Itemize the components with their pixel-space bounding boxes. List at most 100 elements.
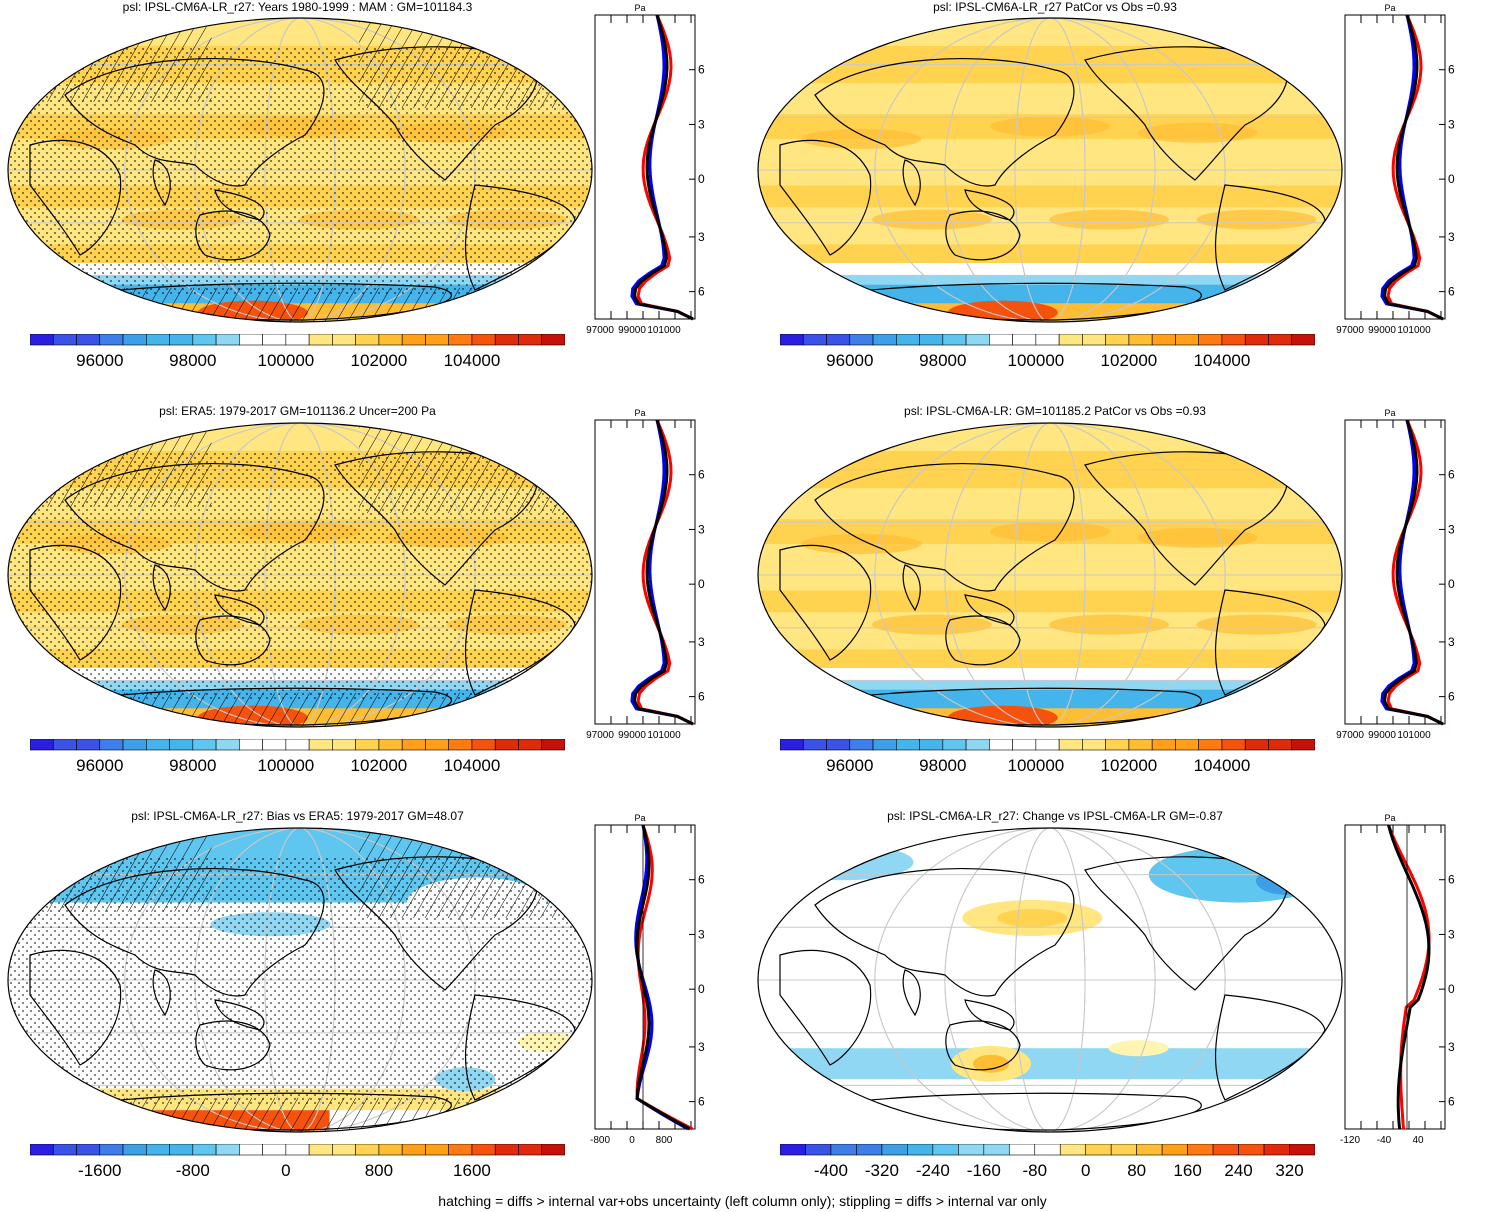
- colorbar-box: [215, 739, 240, 751]
- profile-unit-label: Pa: [634, 408, 645, 418]
- colorbar-box: [1058, 334, 1083, 346]
- profile-lat-label: 30S: [698, 635, 705, 649]
- profile-x-label: 99000: [1368, 325, 1396, 336]
- hatching: [8, 18, 212, 102]
- profile-lat-label: 60S: [698, 690, 705, 704]
- profile-lat-label: 60N: [698, 468, 705, 482]
- pressure-high: [801, 129, 922, 149]
- colorbar-tick-label: 0: [1081, 1161, 1090, 1180]
- colorbar-box: [1105, 334, 1130, 346]
- colorbar-box: [856, 1144, 883, 1156]
- profile-curve-reference: [635, 824, 691, 1131]
- profile-lat-label: 60N: [1448, 873, 1455, 887]
- profile-frame: [594, 824, 696, 1130]
- colorbar-box: [1012, 334, 1037, 346]
- colorbar-box: [494, 739, 519, 751]
- map-title-6: psl: IPSL-CM6A-LR_r27: Change vs IPSL-CM…: [887, 809, 1223, 823]
- change-positive: [997, 909, 1068, 927]
- pressure-high: [872, 614, 992, 635]
- pressure-high: [1196, 209, 1317, 230]
- pressure-high: [1049, 614, 1169, 635]
- profile-curve-reference: [632, 14, 694, 321]
- meridian-line: [874, 828, 1226, 1132]
- profile-lat-label: 0: [698, 577, 705, 591]
- colorbar-box: [146, 739, 170, 751]
- colorbar-tick-label: 104000: [444, 351, 501, 370]
- colorbar-tick-label: 100000: [1008, 756, 1065, 775]
- colorbar-tick-label: 104000: [1194, 756, 1251, 775]
- colorbar-tick-label: 1600: [453, 1161, 491, 1180]
- footer-note: hatching = diffs > internal var+obs unce…: [438, 1193, 1047, 1209]
- profile-x-label: 40: [1412, 1135, 1424, 1146]
- field-band: [758, 668, 1342, 682]
- colorbar-box: [355, 739, 380, 751]
- colorbar-box: [1175, 334, 1199, 346]
- colorbar-box: [332, 739, 356, 751]
- colorbar-box: [122, 739, 147, 751]
- colorbar-tick-label: 240: [1224, 1161, 1252, 1180]
- meridian-line: [944, 18, 1156, 322]
- profile-curve-model: [1386, 419, 1444, 726]
- colorbar-box: [76, 1144, 101, 1156]
- meridian-line: [1014, 423, 1086, 727]
- map-outline: [7, 827, 593, 1133]
- colorbar-box: [332, 1144, 356, 1156]
- coastline: [945, 210, 1021, 261]
- colorbar-box: [989, 739, 1013, 751]
- colorbar-box: [907, 1144, 934, 1156]
- colorbar-tick-label: 98000: [919, 756, 966, 775]
- profile-curve-obs: [1380, 14, 1444, 321]
- map-field: [8, 423, 592, 727]
- colorbar-box: [494, 1144, 519, 1156]
- colorbar-box: [919, 739, 944, 751]
- profile-curve-model: [636, 419, 694, 726]
- colorbar-box: [942, 334, 967, 346]
- pressure-high: [801, 534, 922, 554]
- pressure-high: [1137, 527, 1258, 548]
- profile-x-label: -40: [1377, 1135, 1392, 1146]
- pressure-high: [1137, 122, 1258, 143]
- profile-x-label: 97000: [1336, 325, 1364, 336]
- map-outline: [757, 827, 1343, 1133]
- colorbar-box: [52, 1144, 77, 1156]
- map-outline: [7, 422, 593, 728]
- colorbar-box: [401, 1144, 426, 1156]
- colorbar-box: [99, 1144, 124, 1156]
- profile-lat-label: 0: [1448, 577, 1455, 591]
- colorbar-box: [169, 739, 194, 751]
- hatching: [359, 828, 592, 918]
- colorbar-box: [215, 334, 240, 346]
- colorbar-box: [448, 334, 473, 346]
- map-outline: [7, 17, 593, 323]
- colorbar-box: [780, 1144, 806, 1156]
- colorbar-box: [826, 334, 851, 346]
- map-panel-5: [7, 827, 593, 1133]
- hatching: [64, 287, 477, 322]
- profile-x-label: 99000: [1368, 730, 1396, 741]
- colorbar-tick-label: -160: [967, 1161, 1001, 1180]
- colorbar-tick-label: -800: [176, 1161, 210, 1180]
- profile-curve-model: [1387, 824, 1431, 1130]
- profile-unit-label: Pa: [1384, 408, 1395, 418]
- colorbar-box: [830, 1144, 857, 1156]
- colorbar-box: [448, 739, 473, 751]
- colorbar-box: [896, 739, 920, 751]
- colorbar-box: [99, 739, 124, 751]
- colorbar-box: [518, 334, 543, 346]
- colorbar-box: [1082, 739, 1106, 751]
- colorbar-tick-label: -240: [916, 1161, 950, 1180]
- colorbar-box: [355, 334, 380, 346]
- coastline: [1084, 856, 1289, 991]
- profile-lat-label: 0: [698, 172, 705, 186]
- colorbar-box: [965, 739, 990, 751]
- meridian-line: [944, 423, 1156, 727]
- colorbar-box: [1268, 334, 1293, 346]
- colorbar-box: [285, 739, 310, 751]
- field-band: [8, 18, 592, 47]
- profile-lat-label: 30S: [1448, 635, 1455, 649]
- colorbar-box: [805, 1144, 832, 1156]
- map-field: [758, 18, 1342, 322]
- change-negative: [758, 1048, 1342, 1080]
- colorbar-box: [1268, 739, 1293, 751]
